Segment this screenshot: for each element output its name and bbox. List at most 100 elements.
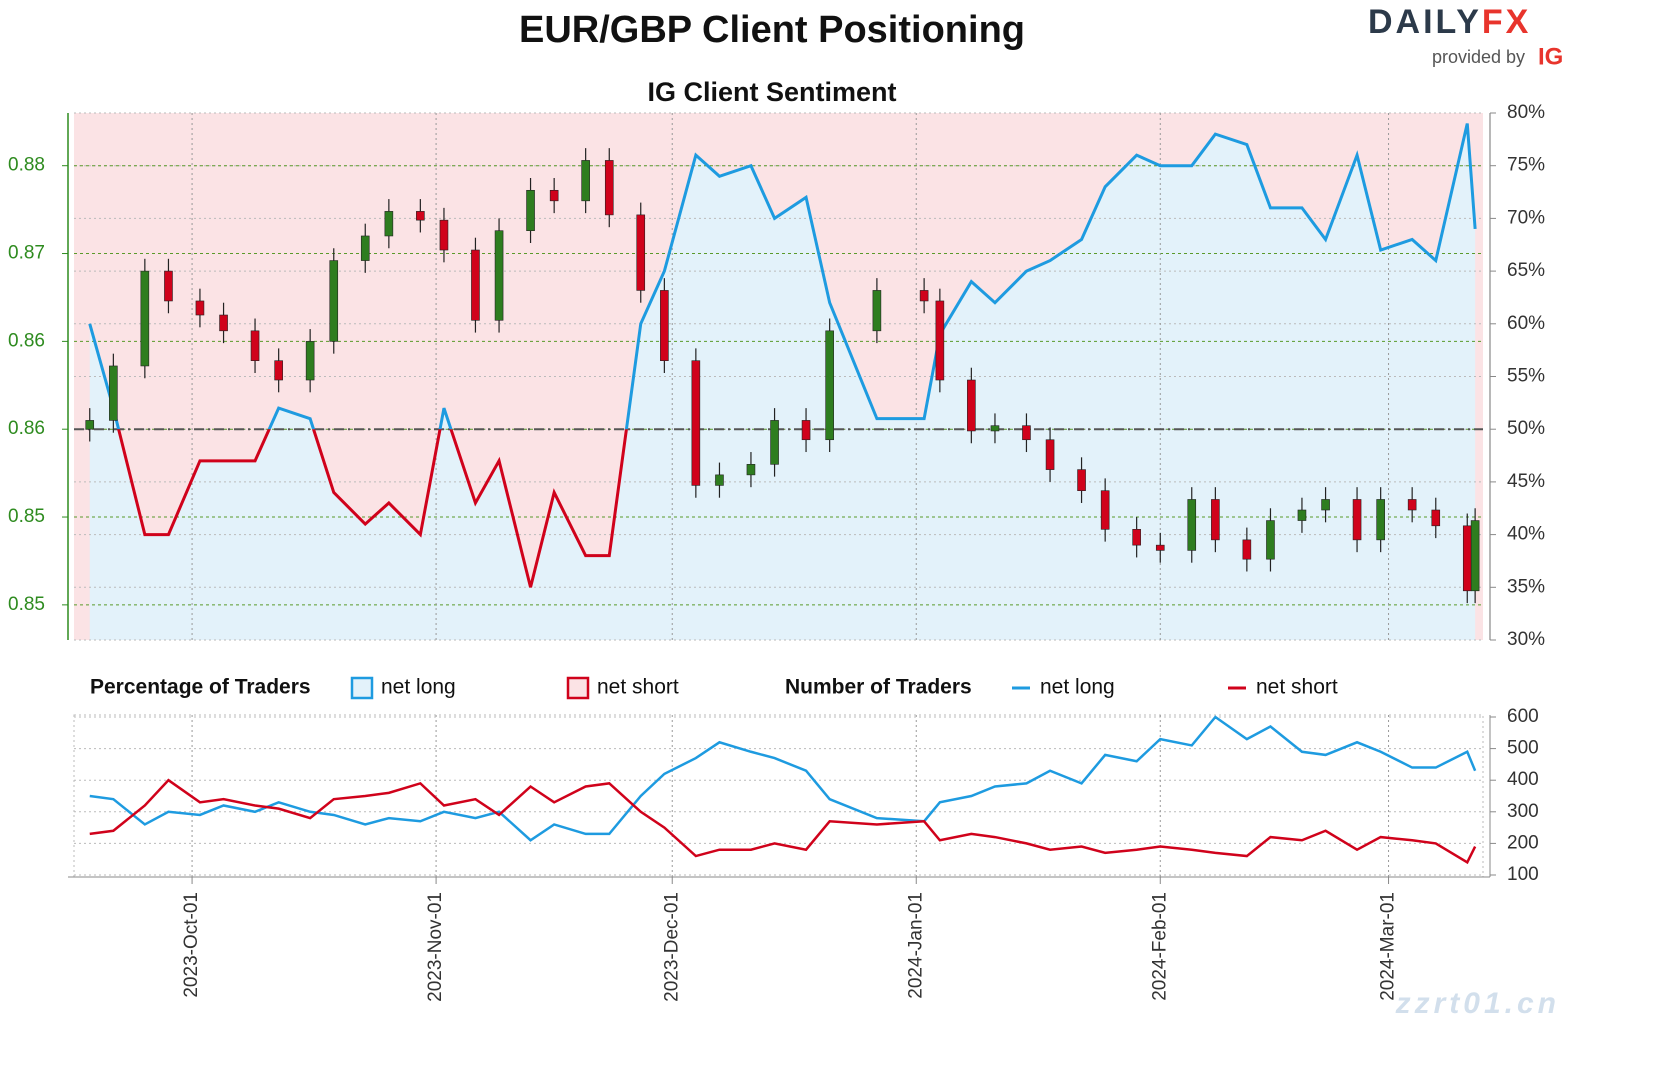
- y-tick-label: 0.86: [8, 330, 45, 351]
- candle-body: [1211, 499, 1220, 541]
- y2-tick-label: 70%: [1507, 207, 1545, 228]
- candle-body: [1187, 499, 1197, 551]
- candle-body: [1376, 499, 1385, 541]
- candle-body: [1470, 520, 1480, 592]
- candle-body: [384, 211, 394, 237]
- candle-body: [715, 474, 724, 486]
- candle-body: [801, 420, 811, 441]
- candle-body: [935, 300, 945, 381]
- logo-brand-accent: FX: [1482, 3, 1531, 41]
- candle-body: [1266, 520, 1275, 560]
- candle-body: [1132, 529, 1141, 546]
- candle-body: [494, 230, 504, 321]
- candle-body: [439, 219, 449, 251]
- candle-body: [1155, 544, 1165, 551]
- candle-body: [770, 420, 779, 465]
- logo-tagline: provided by: [1432, 47, 1525, 67]
- candle-body: [604, 160, 614, 216]
- series-line: [89, 715, 1477, 842]
- candle-body: [660, 290, 669, 361]
- candle-body: [990, 425, 1000, 432]
- candle-body: [471, 249, 480, 321]
- candle-body: [1100, 490, 1110, 530]
- candle-body: [872, 290, 882, 332]
- y-tick-label: 300: [1507, 801, 1539, 822]
- candle-body: [549, 189, 559, 202]
- candle-body: [1462, 525, 1472, 592]
- candle-body: [109, 365, 118, 421]
- x-tick-label: 2024-Feb-01: [1149, 892, 1170, 1001]
- candle-body: [416, 211, 425, 221]
- logo-provider: IG: [1538, 43, 1563, 70]
- y2-tick-label: 50%: [1507, 418, 1545, 439]
- y-tick-label: 400: [1507, 769, 1539, 790]
- candle-body: [219, 314, 228, 332]
- candle-body: [581, 160, 590, 202]
- y2-tick-label: 55%: [1507, 366, 1545, 387]
- candle-body: [250, 330, 260, 361]
- legend-label: net long: [381, 676, 456, 699]
- y2-tick-label: 80%: [1507, 102, 1545, 123]
- candle-body: [691, 360, 701, 486]
- series-line: [89, 778, 1477, 865]
- legend-title: Number of Traders: [785, 676, 972, 699]
- candle-body: [1431, 509, 1441, 527]
- candle-body: [305, 341, 315, 381]
- candle-body: [1321, 499, 1330, 511]
- candle-body: [967, 379, 976, 432]
- legend-label: net short: [597, 676, 679, 699]
- candle-body: [746, 464, 756, 476]
- candle-body: [1297, 509, 1307, 521]
- y2-tick-label: 45%: [1507, 471, 1545, 492]
- y2-tick-label: 65%: [1507, 260, 1545, 281]
- candle-body: [825, 330, 834, 441]
- watermark: zzrt01.cn: [1395, 987, 1560, 1020]
- chart-subtitle: IG Client Sentiment: [647, 77, 896, 107]
- logo-brand-main: DAILY: [1368, 3, 1482, 41]
- sentiment-line: [88, 123, 1477, 430]
- y2-tick-label: 35%: [1507, 576, 1545, 597]
- y2-tick-label: 60%: [1507, 313, 1545, 334]
- y2-tick-label: 40%: [1507, 524, 1545, 545]
- long-area: [89, 123, 1476, 641]
- y-tick-label: 0.85: [8, 506, 45, 527]
- candle-body: [329, 260, 339, 342]
- candle-body: [85, 420, 95, 430]
- x-tick-label: 2023-Oct-01: [181, 892, 202, 998]
- y-tick-label: 200: [1507, 832, 1539, 853]
- x-tick-label: 2023-Nov-01: [425, 892, 446, 1002]
- candle-body: [1407, 499, 1417, 511]
- y2-tick-label: 30%: [1507, 629, 1545, 650]
- sentiment-line: [117, 429, 628, 588]
- candle-body: [1045, 439, 1055, 470]
- x-tick-label: 2024-Jan-01: [905, 892, 926, 999]
- legend-label: net long: [1040, 676, 1115, 699]
- y-tick-label: 0.86: [8, 418, 45, 439]
- candle-body: [164, 270, 173, 302]
- legend-swatch: [350, 676, 374, 700]
- candle-body: [526, 189, 535, 231]
- candle-body: [1242, 539, 1252, 560]
- legend-label: net short: [1256, 676, 1338, 699]
- x-tick-label: 2024-Mar-01: [1378, 892, 1399, 1001]
- y-tick-label: 500: [1507, 738, 1539, 759]
- y-tick-label: 0.87: [8, 243, 45, 264]
- y-tick-label: 0.88: [8, 155, 45, 176]
- logo-brand: DAILYFX: [1368, 3, 1531, 41]
- chart-title: EUR/GBP Client Positioning: [519, 9, 1025, 51]
- candle-body: [919, 290, 929, 302]
- candle-body: [195, 300, 205, 316]
- candle-body: [274, 360, 283, 381]
- legend-swatch: [566, 676, 590, 700]
- y-tick-label: 600: [1507, 706, 1539, 727]
- candle-body: [1077, 469, 1086, 491]
- legend-title: Percentage of Traders: [90, 676, 311, 699]
- x-tick-label: 2023-Dec-01: [661, 892, 682, 1002]
- candle-body: [1022, 425, 1031, 441]
- candle-body: [140, 270, 150, 367]
- y-tick-label: 0.85: [8, 594, 45, 615]
- plot-frame: [73, 714, 1484, 878]
- candle-body: [360, 235, 370, 261]
- y-tick-label: 100: [1507, 864, 1539, 885]
